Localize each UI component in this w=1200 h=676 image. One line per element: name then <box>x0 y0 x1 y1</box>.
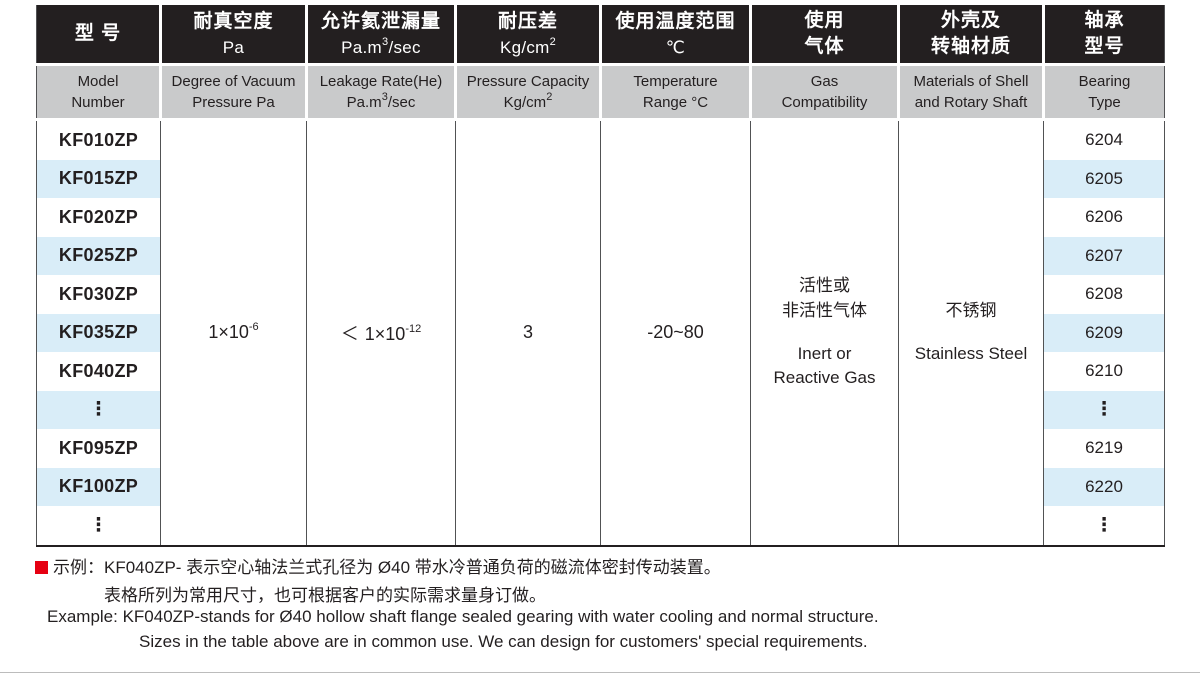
col-header-leakage-en: Leakage Rate(He) Pa.m3/sec <box>305 64 456 121</box>
model-cell: KF020ZP <box>36 198 161 237</box>
table-header-row-cn: 型 号 耐真空度 Pa 允许氦泄漏量 Pa.m3/sec 耐压差 Kg/cm2 … <box>36 5 1165 66</box>
model-cell: KF035ZP <box>36 313 161 352</box>
col-header-pressure-cn: 耐压差 Kg/cm2 <box>454 5 601 66</box>
bearing-cell: 6219 <box>1043 429 1165 468</box>
header-unit: Pa <box>222 37 245 57</box>
bottom-rule <box>0 672 1200 673</box>
col-header-bearing-en: Bearing Type <box>1042 64 1165 121</box>
pressure-value-cell: 3 <box>455 119 601 546</box>
model-cell: KF030ZP <box>36 275 161 314</box>
bearing-cell: 6206 <box>1043 198 1165 237</box>
bearing-cell-ellipsis: ⋮ <box>1043 390 1165 429</box>
col-header-vacuum-en: Degree of Vacuum Pressure Pa <box>159 64 307 121</box>
col-header-gas-en: Gas Compatibility <box>749 64 899 121</box>
header-label: 允许氦泄漏量 <box>320 11 441 33</box>
table-row: KF015ZP 6205 <box>36 159 1165 198</box>
header-label: 型号 <box>1084 36 1125 57</box>
bearing-cell: 6204 <box>1043 119 1165 160</box>
table-row: KF100ZP 6220 <box>36 467 1165 506</box>
table-row: KF095ZP 6219 <box>36 429 1165 468</box>
spec-table: 型 号 耐真空度 Pa 允许氦泄漏量 Pa.m3/sec 耐压差 Kg/cm2 … <box>36 5 1165 547</box>
table-row: KF020ZP 6206 <box>36 198 1165 237</box>
gas-value-cell: 活性或 非活性气体 Inert or Reactive Gas <box>750 119 899 546</box>
bearing-cell-ellipsis: ⋮ <box>1043 506 1165 546</box>
model-cell-ellipsis: ⋮ <box>36 506 161 546</box>
header-label: 转轴材质 <box>930 36 1011 57</box>
model-cell: KF025ZP <box>36 236 161 275</box>
model-cell: KF010ZP <box>36 119 161 160</box>
header-unit: Kg/cm2 <box>499 36 557 57</box>
bearing-cell: 6220 <box>1043 467 1165 506</box>
col-header-temperature-en: Temperature Range °C <box>599 64 751 121</box>
col-header-model-en: Model Number <box>36 64 161 121</box>
col-header-gas-cn: 使用 气体 <box>749 5 899 66</box>
material-value-cell: 不锈钢 Stainless Steel <box>898 119 1044 546</box>
col-header-model-cn: 型 号 <box>36 5 161 66</box>
note-sizes-cn: 表格所列为常用尺寸，也可根据客户的实际需求量身订做。 <box>104 586 546 605</box>
note-example-cn: 示例：KF040ZP- 表示空心轴法兰式孔径为 Ø40 带水冷普通负荷的磁流体密… <box>35 553 721 578</box>
header-label: 使用温度范围 <box>615 11 736 33</box>
red-square-bullet <box>35 561 48 574</box>
header-label: 使用 <box>804 10 845 32</box>
col-header-material-en: Materials of Shell and Rotary Shaft <box>897 64 1044 121</box>
header-label: 外壳及 <box>940 10 1001 32</box>
model-cell: KF015ZP <box>36 159 161 198</box>
header-label: 轴承 <box>1084 10 1125 32</box>
note-example-en: Example: KF040ZP-stands for Ø40 hollow s… <box>47 607 879 626</box>
col-header-bearing-cn: 轴承 型号 <box>1042 5 1165 66</box>
header-unit: Pa.m3/sec <box>341 36 421 57</box>
bearing-cell: 6208 <box>1043 275 1165 314</box>
header-label: 耐真空度 <box>193 11 274 33</box>
table-row: KF010ZP 1×10-6 ＜ 1×10-12 3 -20~80 活性或 非活性… <box>36 119 1165 546</box>
header-label: 型 号 <box>74 23 122 45</box>
table-row: KF025ZP 6207 <box>36 236 1165 275</box>
bearing-cell: 6207 <box>1043 236 1165 275</box>
model-cell: KF100ZP <box>36 467 161 506</box>
header-unit: ℃ <box>665 37 686 57</box>
bearing-cell: 6205 <box>1043 159 1165 198</box>
note-sizes-en: Sizes in the table above are in common u… <box>139 632 868 651</box>
table-header-row-en: Model Number Degree of Vacuum Pressure P… <box>36 64 1165 121</box>
col-header-leakage-cn: 允许氦泄漏量 Pa.m3/sec <box>305 5 456 66</box>
col-header-vacuum-cn: 耐真空度 Pa <box>159 5 307 66</box>
model-cell: KF095ZP <box>36 429 161 468</box>
vacuum-value-cell: 1×10-6 <box>160 119 307 546</box>
col-header-pressure-en: Pressure Capacity Kg/cm2 <box>454 64 601 121</box>
bearing-cell: 6209 <box>1043 313 1165 352</box>
leakage-value-cell: ＜ 1×10-12 <box>306 119 456 546</box>
table-row: ⋮ ⋮ <box>36 506 1165 546</box>
model-cell-ellipsis: ⋮ <box>36 390 161 429</box>
model-cell: KF040ZP <box>36 352 161 391</box>
table-row: KF035ZP 6209 <box>36 313 1165 352</box>
bearing-cell: 6210 <box>1043 352 1165 391</box>
col-header-material-cn: 外壳及 转轴材质 <box>897 5 1044 66</box>
table-row: KF030ZP 6208 <box>36 275 1165 314</box>
header-label: 气体 <box>804 36 845 57</box>
table-row: KF040ZP 6210 <box>36 352 1165 391</box>
temperature-value-cell: -20~80 <box>600 119 751 546</box>
header-label: 耐压差 <box>497 11 558 33</box>
table-row: ⋮ ⋮ <box>36 390 1165 429</box>
col-header-temperature-cn: 使用温度范围 ℃ <box>599 5 751 66</box>
